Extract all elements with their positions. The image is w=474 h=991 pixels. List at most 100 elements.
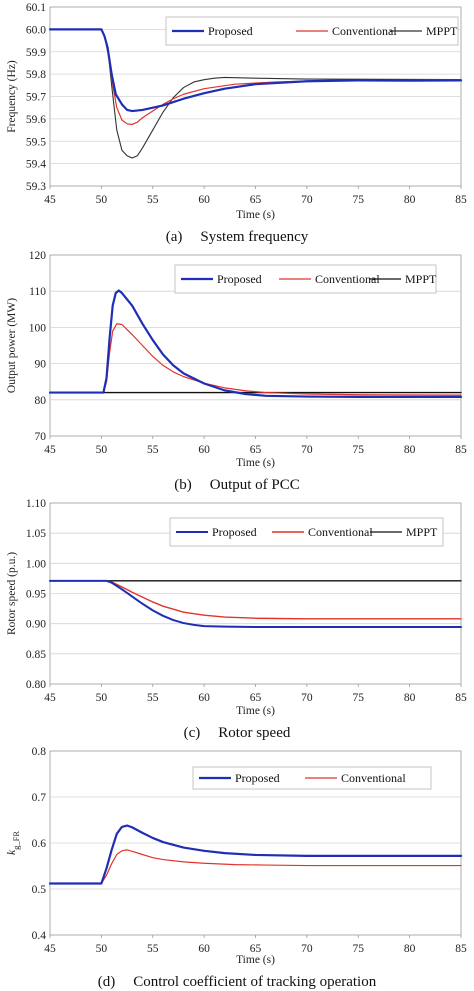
x-tick-label: 50 (96, 194, 108, 206)
legend-label: Conventional (341, 771, 406, 785)
x-axis-title: Time (s) (236, 954, 275, 966)
y-tick-label: 0.4 (32, 930, 47, 942)
x-tick-label: 65 (250, 444, 262, 456)
legend-label: Conventional (332, 24, 397, 38)
x-tick-label: 75 (353, 194, 365, 206)
y-axis-subscript: g_FR (11, 831, 21, 850)
caption-label: (d) (98, 974, 116, 990)
legend-label: Proposed (208, 24, 253, 38)
x-tick-label: 70 (301, 194, 313, 206)
y-tick-label: 0.8 (32, 746, 47, 758)
x-tick-label: 75 (353, 943, 365, 955)
y-axis-title: kg_FR (6, 831, 21, 855)
chart-panel: 0.80 0.85 0.90 0.95 1.00 1.05 1.10 45 50 55 60 65 70… (6, 498, 467, 741)
y-tick-label: 59.5 (26, 136, 46, 148)
x-tick-label: 60 (198, 692, 210, 704)
y-tick-label: 59.4 (26, 159, 46, 171)
chart-panel: 59.3 59.4 59.5 59.6 59.7 59.8 59.9 60.0 60.1 45 50… (6, 2, 467, 245)
caption-label: (a) (166, 229, 183, 245)
x-tick-label: 85 (455, 444, 467, 456)
legend: Proposed Conventional MPPT (165, 16, 459, 46)
caption-text: System frequency (200, 229, 308, 245)
y-tick-label: 60.0 (26, 24, 46, 36)
legend-label: MPPT (426, 24, 458, 38)
y-tick-label: 59.9 (26, 47, 46, 59)
x-tick-label: 45 (44, 444, 56, 456)
y-tick-label: 0.6 (32, 838, 47, 850)
legend: Proposed Conventional (192, 766, 432, 790)
x-tick-label: 65 (250, 943, 262, 955)
legend-label: MPPT (405, 272, 437, 286)
y-tick-label: 90 (35, 359, 47, 371)
x-tick-label: 85 (455, 943, 467, 955)
x-tick-label: 65 (250, 194, 262, 206)
y-tick-label: 59.7 (26, 92, 46, 104)
y-axis-title: Output power (MW) (6, 298, 18, 393)
legend-label: Conventional (315, 272, 380, 286)
x-tick-label: 55 (147, 943, 159, 955)
y-tick-label: 70 (35, 431, 47, 443)
series-line-conventional (49, 580, 462, 620)
legend-label: Proposed (217, 272, 262, 286)
x-axis-title: Time (s) (236, 705, 275, 717)
series-line-proposed (48, 28, 463, 113)
y-axis-title: Rotor speed (p.u.) (6, 552, 18, 635)
x-tick-label: 45 (44, 943, 56, 955)
figure-caption: (c) Rotor speed (184, 725, 291, 741)
y-tick-label: 59.8 (26, 69, 46, 81)
legend-label: Conventional (308, 525, 373, 539)
x-tick-label: 60 (198, 943, 210, 955)
x-tick-label: 50 (96, 692, 108, 704)
y-tick-label: 59.3 (26, 181, 46, 193)
legend: Proposed Conventional MPPT (174, 264, 437, 294)
chart-panel: 70 80 90 100 110 120 45 50 55 60 65 70 75 80 85 Time (s… (6, 250, 467, 493)
y-tick-label: 0.7 (32, 792, 47, 804)
chart-panel: 0.4 0.5 0.6 0.7 0.8 45 50 55 60 65 70 75 80 85 Time (s… (6, 746, 467, 990)
caption-label: (c) (184, 725, 201, 741)
caption-text: Output of PCC (210, 477, 300, 493)
x-tick-label: 70 (301, 692, 313, 704)
x-tick-label: 85 (455, 194, 467, 206)
legend-label: Proposed (235, 771, 280, 785)
x-tick-label: 45 (44, 194, 56, 206)
x-tick-label: 75 (353, 444, 365, 456)
series-line-conventional (49, 323, 462, 396)
caption-text: Control coefficient of tracking operatio… (133, 974, 376, 990)
x-tick-label: 85 (455, 692, 467, 704)
y-tick-label: 0.90 (26, 619, 46, 631)
x-tick-label: 70 (301, 444, 313, 456)
x-axis-title: Time (s) (236, 209, 275, 221)
legend-box (169, 517, 444, 547)
series-line-proposed (49, 579, 462, 628)
x-tick-label: 55 (147, 194, 159, 206)
y-tick-label: 60.1 (26, 2, 46, 14)
y-tick-label: 80 (35, 395, 47, 407)
x-tick-label: 65 (250, 692, 262, 704)
x-tick-label: 75 (353, 692, 365, 704)
series-line-proposed (48, 824, 463, 885)
caption-text: Rotor speed (218, 725, 291, 741)
series-line-conventional (49, 849, 462, 885)
y-tick-label: 0.80 (26, 679, 46, 691)
x-tick-label: 45 (44, 692, 56, 704)
x-tick-label: 80 (404, 444, 416, 456)
figure-caption: (a) System frequency (166, 229, 309, 245)
x-tick-label: 50 (96, 943, 108, 955)
x-tick-label: 60 (198, 444, 210, 456)
y-tick-label: 0.95 (26, 589, 46, 601)
legend-label: Proposed (212, 525, 257, 539)
x-tick-label: 80 (404, 943, 416, 955)
x-tick-label: 50 (96, 444, 108, 456)
y-axis-symbol: k (6, 849, 18, 855)
y-tick-label: 59.6 (26, 114, 46, 126)
figure-caption: (b) Output of PCC (174, 477, 300, 493)
x-axis-title: Time (s) (236, 457, 275, 469)
y-tick-label: 0.5 (32, 884, 47, 896)
x-tick-label: 60 (198, 194, 210, 206)
x-tick-label: 55 (147, 444, 159, 456)
legend-label: MPPT (406, 525, 438, 539)
y-axis-title: Frequency (Hz) (6, 60, 18, 133)
caption-label: (b) (174, 477, 192, 493)
y-tick-label: 120 (29, 250, 47, 262)
